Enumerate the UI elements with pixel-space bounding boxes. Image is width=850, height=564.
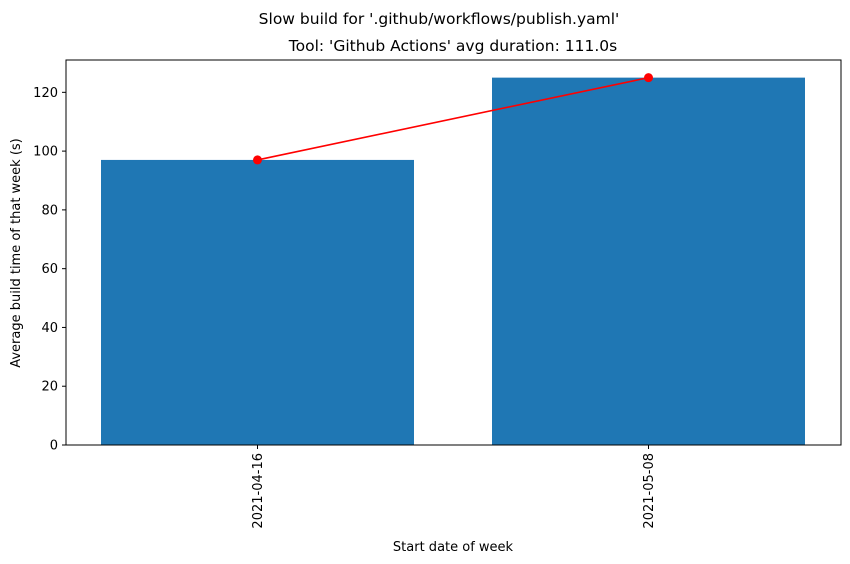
y-tick-label: 40	[41, 321, 58, 336]
y-tick-label: 60	[41, 262, 58, 277]
y-axis-label: Average build time of that week (s)	[9, 138, 24, 368]
line-point-2021-05-08	[644, 73, 653, 83]
y-tick-label: 20	[41, 380, 58, 395]
bars-group	[101, 77, 805, 446]
plot-frame	[65, 59, 842, 446]
line-group	[253, 73, 653, 165]
bar-2021-04-16	[101, 159, 414, 446]
chart-title: Tool: 'Github Actions' avg duration: 111…	[288, 37, 617, 55]
series-line	[257, 76, 649, 161]
x-axis: 2021-04-16 2021-05-08	[251, 445, 657, 529]
y-tick-label: 0	[50, 439, 58, 454]
y-axis: 0 20 40 60 80 100 120	[33, 86, 66, 454]
x-axis-label: Start date of week	[393, 540, 514, 555]
x-tick-label: 2021-04-16	[251, 453, 266, 529]
bar-2021-05-08	[492, 77, 805, 445]
x-tick-label: 2021-05-08	[642, 453, 657, 529]
chart-suptitle: Slow build for '.github/workflows/publis…	[259, 10, 620, 28]
y-tick-label: 120	[33, 86, 58, 101]
y-tick-label: 80	[41, 203, 58, 218]
y-tick-label: 100	[33, 145, 58, 160]
line-point-2021-04-16	[253, 155, 262, 165]
